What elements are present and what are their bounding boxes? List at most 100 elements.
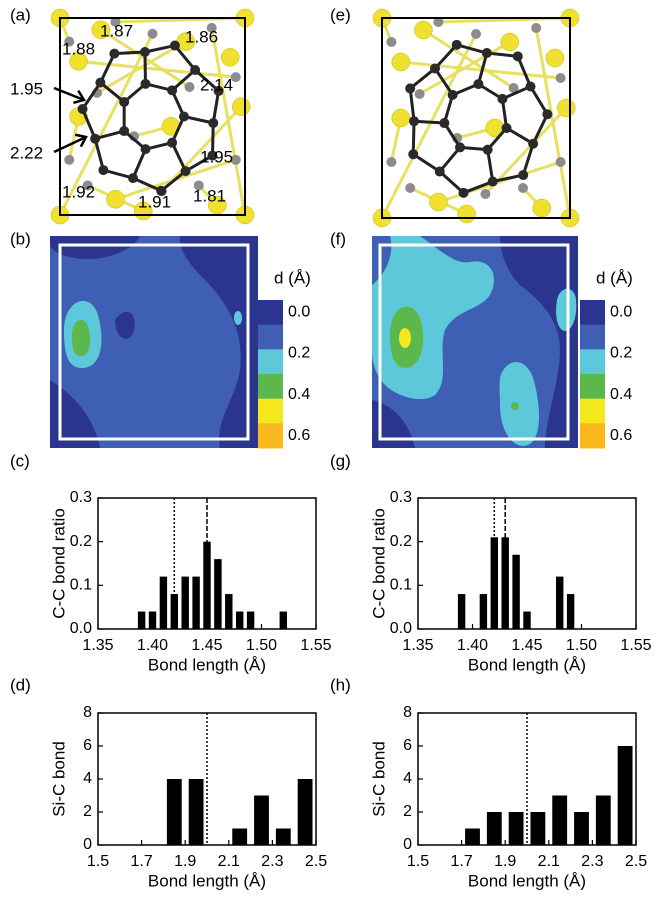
bond-length-label: 1.91 [138, 192, 171, 211]
bar [192, 577, 199, 629]
si-atom [392, 109, 410, 127]
x-tick-label: 1.35 [82, 637, 113, 654]
y-tick-label: 8 [83, 704, 92, 721]
y-tick-label: 4 [83, 770, 92, 787]
colorbar-band [258, 349, 283, 374]
contour-region [399, 328, 411, 348]
c-atom-substrate [405, 183, 415, 193]
contour-map [50, 236, 258, 448]
x-tick-label: 2.5 [305, 853, 327, 870]
c-atom-substrate [415, 89, 425, 99]
colorbar-tick-label: 0.6 [288, 427, 310, 444]
y-tick-label: 2 [83, 803, 92, 820]
bar [247, 612, 254, 629]
x-tick-label: 1.7 [450, 853, 472, 870]
x-tick-label: 1.35 [402, 637, 433, 654]
c-atom-substrate [480, 189, 490, 199]
si-atom [392, 53, 410, 71]
structure [373, 9, 579, 227]
c-atom [140, 47, 150, 57]
c-atom-substrate [386, 157, 396, 167]
figure: (a)1.871.881.861.952.142.221.951.921.911… [0, 0, 660, 904]
si-atom [221, 48, 239, 66]
x-tick-label: 1.55 [620, 637, 651, 654]
colorbar-band [258, 399, 283, 424]
colorbar-band [580, 399, 605, 424]
c-atom [190, 65, 200, 75]
bond-length-label: 1.88 [62, 39, 95, 58]
colorbar-tick-label: 0.0 [610, 304, 632, 321]
panel-label: (f) [330, 229, 346, 248]
bond-length-label: 1.92 [62, 182, 95, 201]
c-atom [439, 118, 449, 128]
c-atom-substrate [64, 155, 74, 165]
x-tick-label: 1.45 [511, 637, 542, 654]
plot-frame [418, 498, 636, 629]
x-tick-label: 1.50 [566, 637, 597, 654]
si-atom [458, 205, 476, 223]
c-atom [119, 97, 129, 107]
c-atom-substrate [518, 183, 528, 193]
contour-region [545, 345, 551, 355]
panel-label: (h) [330, 675, 351, 694]
colorbar-band [580, 423, 605, 448]
colorbar-band [258, 325, 283, 350]
x-tick-label: 2.3 [261, 853, 283, 870]
si-c-bond [423, 30, 513, 88]
panel-label: (b) [10, 229, 31, 248]
bar [232, 829, 247, 846]
c-atom [513, 51, 523, 61]
colorbar-band [580, 300, 605, 325]
y-axis-title: C-C bond ratio [369, 508, 388, 619]
c-atom [78, 104, 88, 114]
contour-map [372, 236, 578, 448]
bond-length-label: 2.14 [200, 75, 233, 94]
y-tick-label: 0 [403, 836, 412, 853]
c-atom [542, 109, 552, 119]
bar [236, 612, 243, 629]
bond-length-label: 1.81 [193, 186, 226, 205]
y-tick-label: 6 [83, 737, 92, 754]
y-tick-label: 0.2 [390, 533, 412, 550]
y-axis-title: Si-C bond [49, 741, 68, 817]
c-atom [167, 85, 177, 95]
c-atom-substrate [185, 82, 195, 92]
bar [552, 796, 567, 846]
x-tick-label: 2.1 [538, 853, 560, 870]
c-atom-substrate [148, 29, 158, 39]
bar [254, 796, 269, 846]
panel-label: (d) [10, 675, 31, 694]
c-atom-substrate [386, 37, 396, 47]
bar [225, 594, 232, 629]
c-atom [488, 177, 498, 187]
c-atom [497, 94, 507, 104]
bar [458, 594, 465, 629]
si-atom [232, 98, 250, 116]
c-atom [435, 167, 445, 177]
colorbar-tick-label: 0.0 [288, 304, 310, 321]
si-atom [557, 99, 575, 117]
bar [181, 577, 188, 629]
x-tick-label: 1.5 [407, 853, 429, 870]
colorbar-band [580, 325, 605, 350]
x-tick-label: 1.9 [494, 853, 516, 870]
x-tick-label: 1.45 [191, 637, 222, 654]
colorbar-tick-label: 0.2 [610, 345, 632, 362]
c-atom [473, 79, 483, 89]
c-atom [170, 41, 180, 51]
c-atom-substrate [556, 73, 566, 83]
colorbar-tick-label: 0.6 [610, 427, 632, 444]
bar [530, 812, 545, 845]
x-axis-title: Bond length (Å) [468, 655, 586, 674]
bar [280, 612, 287, 629]
c-atom [502, 123, 512, 133]
bar [465, 829, 480, 846]
x-tick-label: 1.40 [137, 637, 168, 654]
y-tick-label: 0 [83, 836, 92, 853]
x-tick-label: 2.5 [625, 853, 647, 870]
y-tick-label: 0.1 [70, 577, 92, 594]
colorbar-title: d (Å) [596, 268, 633, 287]
colorbar-tick-label: 0.4 [610, 386, 632, 403]
y-axis-title: C-C bond ratio [49, 508, 68, 619]
si-atom [533, 199, 551, 217]
